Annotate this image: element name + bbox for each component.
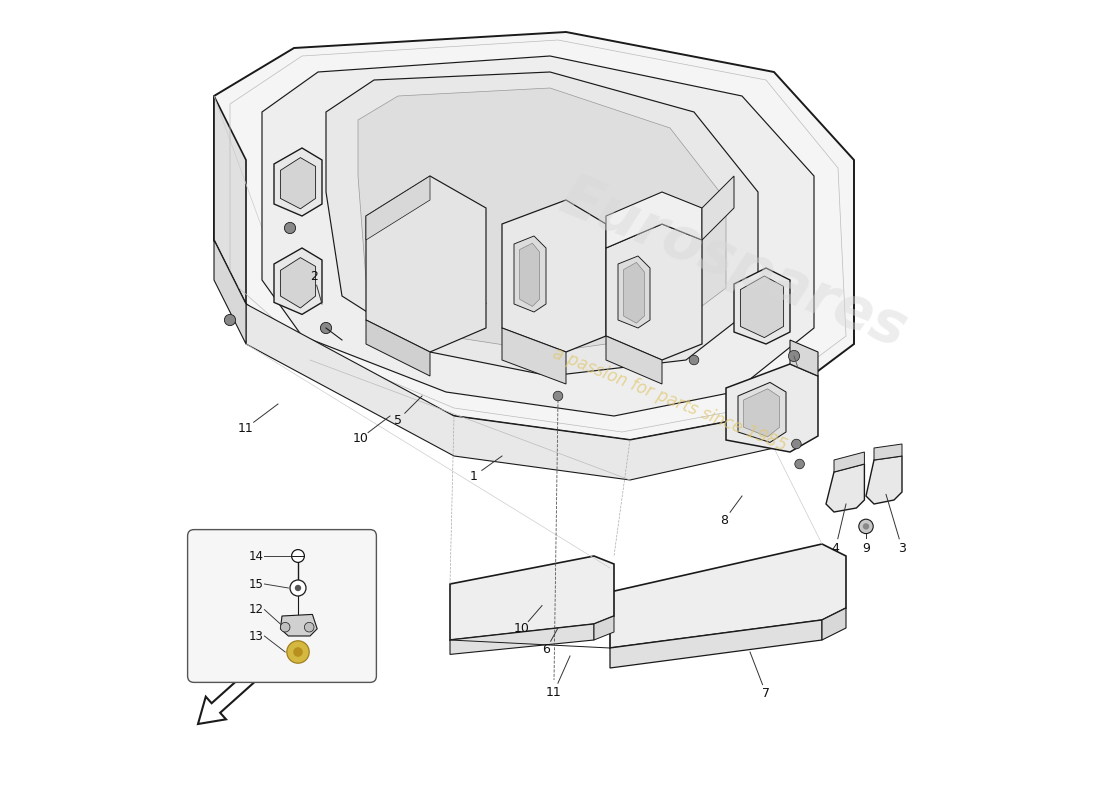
Circle shape xyxy=(294,647,302,657)
Polygon shape xyxy=(280,258,316,308)
Circle shape xyxy=(795,459,804,469)
Text: 7: 7 xyxy=(762,687,770,700)
Polygon shape xyxy=(610,544,846,648)
Polygon shape xyxy=(502,328,566,384)
Polygon shape xyxy=(606,192,702,248)
Polygon shape xyxy=(519,243,540,306)
Polygon shape xyxy=(366,176,430,240)
Polygon shape xyxy=(214,96,246,304)
Polygon shape xyxy=(874,444,902,460)
Circle shape xyxy=(305,622,314,632)
Polygon shape xyxy=(738,382,786,442)
Polygon shape xyxy=(610,620,822,668)
Circle shape xyxy=(292,550,305,562)
Circle shape xyxy=(859,519,873,534)
Polygon shape xyxy=(726,364,818,452)
Circle shape xyxy=(789,350,800,362)
Text: 5: 5 xyxy=(394,414,402,426)
Text: 10: 10 xyxy=(352,432,368,445)
Text: 11: 11 xyxy=(546,686,562,698)
Text: 6: 6 xyxy=(542,643,550,656)
Text: 15: 15 xyxy=(249,578,264,590)
Polygon shape xyxy=(366,320,430,376)
Polygon shape xyxy=(866,456,902,504)
Polygon shape xyxy=(214,240,246,344)
Polygon shape xyxy=(274,248,322,314)
Polygon shape xyxy=(826,464,865,512)
Text: 1: 1 xyxy=(470,470,477,482)
Polygon shape xyxy=(246,304,774,480)
Polygon shape xyxy=(450,624,594,654)
Polygon shape xyxy=(214,32,854,440)
Circle shape xyxy=(295,585,301,591)
Circle shape xyxy=(320,322,331,334)
Polygon shape xyxy=(358,88,726,352)
Circle shape xyxy=(224,314,235,326)
Text: 14: 14 xyxy=(249,550,264,562)
Circle shape xyxy=(280,622,290,632)
Circle shape xyxy=(690,355,698,365)
Polygon shape xyxy=(502,200,606,352)
Polygon shape xyxy=(274,148,322,216)
Polygon shape xyxy=(326,72,758,376)
Polygon shape xyxy=(280,158,316,209)
FancyBboxPatch shape xyxy=(188,530,376,682)
Text: 4: 4 xyxy=(832,542,839,554)
FancyArrow shape xyxy=(198,651,278,724)
Polygon shape xyxy=(624,262,645,323)
Circle shape xyxy=(792,439,801,449)
Circle shape xyxy=(285,222,296,234)
Circle shape xyxy=(862,523,869,530)
Polygon shape xyxy=(702,176,734,240)
Circle shape xyxy=(290,580,306,596)
Polygon shape xyxy=(594,616,614,640)
Polygon shape xyxy=(790,340,818,376)
Text: 11: 11 xyxy=(238,422,254,434)
Polygon shape xyxy=(606,224,702,360)
Polygon shape xyxy=(450,556,614,640)
Polygon shape xyxy=(834,452,865,472)
Text: 2: 2 xyxy=(310,270,318,282)
Polygon shape xyxy=(398,200,486,304)
Polygon shape xyxy=(618,256,650,328)
Text: 3: 3 xyxy=(898,542,906,554)
Polygon shape xyxy=(280,614,317,636)
Text: 12: 12 xyxy=(249,603,264,616)
Polygon shape xyxy=(740,276,783,338)
Circle shape xyxy=(553,391,563,401)
Polygon shape xyxy=(366,176,486,352)
Polygon shape xyxy=(606,336,662,384)
Polygon shape xyxy=(822,608,846,640)
Text: 10: 10 xyxy=(514,622,530,635)
Text: Eurospares: Eurospares xyxy=(552,169,916,359)
Polygon shape xyxy=(514,236,546,312)
Polygon shape xyxy=(744,389,780,437)
Text: 13: 13 xyxy=(249,630,264,642)
Text: 9: 9 xyxy=(862,542,870,554)
Circle shape xyxy=(287,641,309,663)
Polygon shape xyxy=(734,268,790,344)
Text: 8: 8 xyxy=(720,514,728,526)
Polygon shape xyxy=(262,56,814,416)
Text: a passion for parts since 1985: a passion for parts since 1985 xyxy=(550,345,790,455)
